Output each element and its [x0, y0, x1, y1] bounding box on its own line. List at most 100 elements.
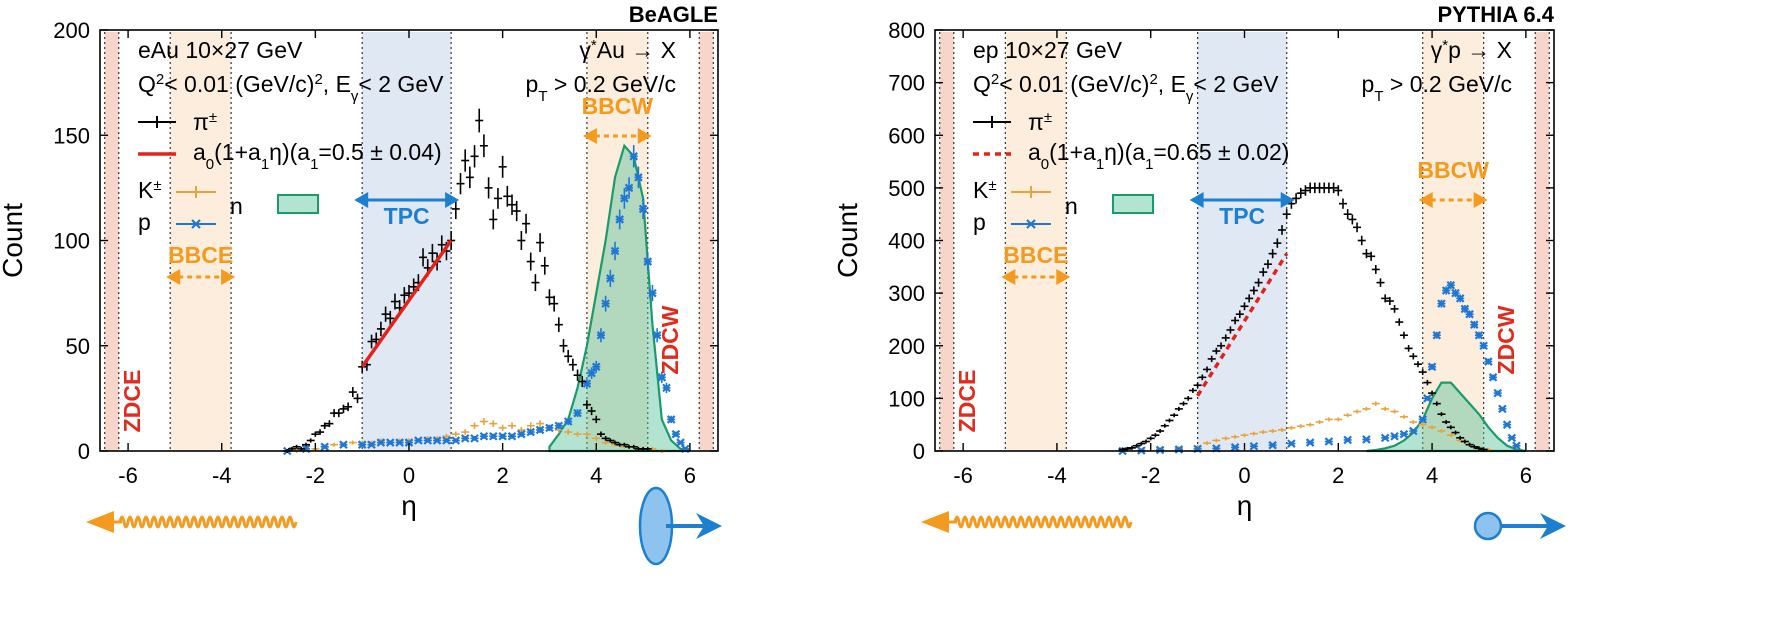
pion-point [554, 317, 563, 333]
pion-point [1470, 444, 1479, 449]
kaon-point [1287, 425, 1296, 430]
pion-point [461, 149, 470, 172]
x-axis-title: η [1237, 490, 1253, 521]
pion-point [1268, 249, 1277, 259]
kaon-point [573, 431, 582, 437]
proton-point [624, 177, 634, 199]
zdcw-label: ZDCW [1493, 305, 1519, 374]
proton-icon [1473, 511, 1503, 541]
pion-point [1399, 331, 1408, 339]
kaon-point [1240, 433, 1249, 438]
proton-point [1268, 440, 1277, 450]
proton-point [1230, 443, 1240, 452]
proton-cross [606, 274, 615, 283]
kaon-point [1306, 422, 1315, 427]
proton-cross [498, 431, 507, 441]
proton-point [1512, 441, 1521, 451]
kaon-point [564, 429, 573, 435]
kaon-point [1221, 436, 1230, 441]
proton-cross [470, 434, 479, 443]
proton-point [535, 425, 545, 435]
q2-label: Q2< 0.01 (GeV/c)2, Eγ< 2 GeV [138, 71, 444, 105]
kaon-point [1296, 424, 1305, 429]
kaon-point [1371, 401, 1380, 406]
proton-cross [320, 442, 330, 452]
pion-point [629, 444, 638, 449]
proton-cross [414, 436, 423, 445]
pion-point [348, 387, 357, 398]
pion-point [1343, 209, 1352, 220]
x-tick-label: 2 [497, 463, 509, 488]
pion-point [536, 233, 545, 253]
proton-cross [1343, 435, 1352, 445]
proton-cross [1409, 426, 1418, 436]
proton-point [1488, 373, 1498, 382]
kaon-point [508, 422, 516, 430]
proton-cross [1380, 433, 1390, 443]
proton-cross [395, 438, 404, 447]
x-tick-label: 6 [684, 463, 696, 488]
pion-point [1184, 396, 1193, 401]
proton-cross [563, 417, 573, 426]
proton-point [1493, 388, 1503, 398]
proton-point [545, 423, 554, 433]
bbcw-band [586, 32, 648, 451]
tpc-arrow-head-right [445, 192, 460, 208]
y-tick-label: 800 [888, 18, 925, 43]
pion-point [386, 310, 395, 326]
proton-point [1474, 330, 1484, 340]
x-tick-label: -4 [212, 463, 232, 488]
proton-point [1249, 441, 1259, 451]
proton-cross [385, 438, 395, 447]
pion-point [545, 289, 554, 306]
zdcw-band [1535, 32, 1550, 451]
tpc-band [1197, 32, 1287, 451]
proton-point [470, 434, 479, 443]
zdcw-band [699, 32, 714, 451]
proton-cross [1418, 415, 1427, 424]
pion-point [334, 409, 343, 418]
proton-point [1343, 435, 1352, 445]
kaon-point [489, 420, 498, 428]
legend-pion-label: π± [193, 109, 217, 136]
pion-point [1221, 334, 1230, 342]
proton-point [1502, 420, 1512, 429]
bbcw-arrow-head-left [582, 128, 597, 144]
bbce-arrow-head-right [1056, 269, 1071, 285]
proton-cross [1484, 357, 1493, 366]
pion-point [1456, 435, 1465, 440]
proton-point [1427, 362, 1437, 372]
legend-proton-cross [191, 219, 201, 229]
y-tick-label: 300 [888, 281, 925, 306]
bbcw-arrow-head-right [637, 128, 652, 144]
y-tick-label: 50 [66, 334, 90, 359]
kaon-point [536, 420, 545, 428]
pion-point [1132, 443, 1141, 448]
proton-point [638, 198, 648, 220]
pion-point [465, 166, 474, 189]
proton-cross [620, 194, 629, 203]
proton-point [498, 431, 507, 441]
pion-point [1376, 278, 1385, 287]
neutron-area [1366, 381, 1527, 453]
legend-pion-label: π± [1028, 109, 1052, 136]
y-tick-label: 0 [913, 439, 925, 464]
proton-cross [662, 383, 671, 393]
proton-point [1455, 294, 1465, 303]
proton-point [1470, 320, 1479, 329]
pion-point [1212, 347, 1221, 355]
proton-point [385, 438, 395, 447]
proton-point [367, 440, 376, 449]
kaon-point [582, 431, 591, 437]
proton-point [643, 252, 653, 271]
pion-point [367, 334, 376, 349]
pion-point [1165, 418, 1174, 423]
proton-cross [629, 152, 639, 161]
proton-cross [1390, 431, 1399, 441]
pion-point [512, 200, 521, 222]
pion-point [550, 295, 559, 312]
proton-cross [432, 436, 442, 445]
bbce-arrow-head-right [221, 269, 236, 285]
proton-cross [1512, 441, 1521, 451]
kaon-point [1428, 425, 1437, 430]
